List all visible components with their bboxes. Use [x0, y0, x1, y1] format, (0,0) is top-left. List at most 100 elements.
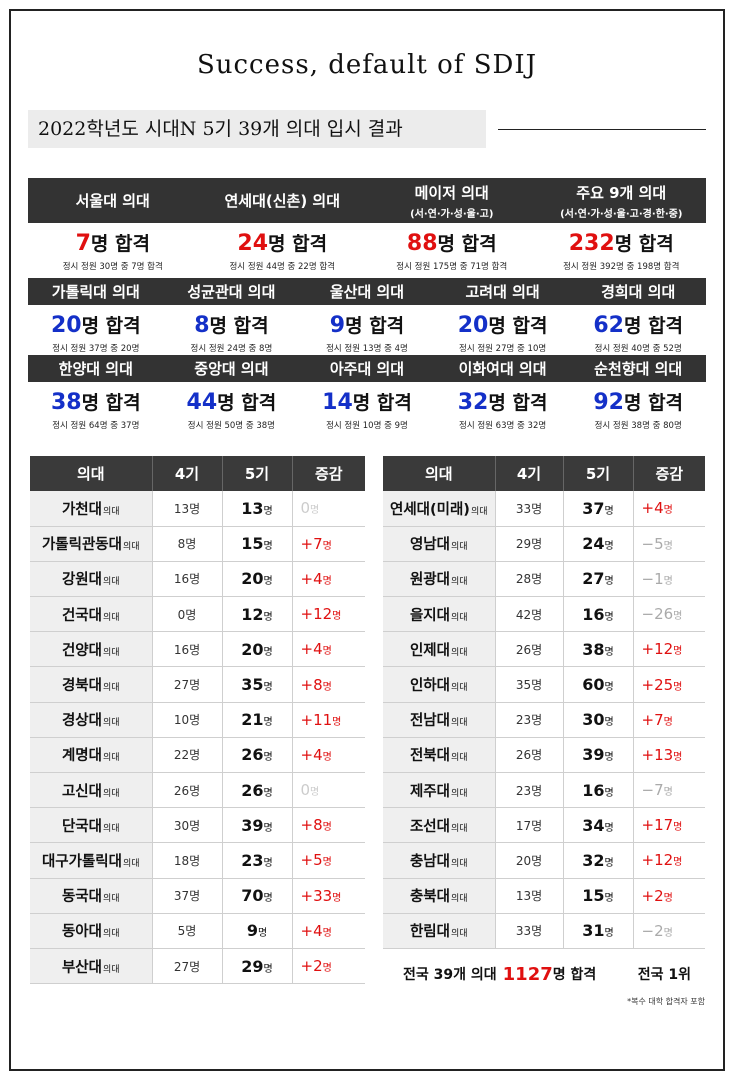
school-suffix: 의대 [122, 542, 140, 553]
summary-cell: 20명 합격 정시 정원 27명 중 10명 [435, 305, 571, 354]
gen5-cell: 39명 [221, 807, 292, 844]
gen5-cell: 20명 [221, 631, 292, 668]
summary-header: 연세대(신촌) 의대 [197, 178, 367, 223]
school-name: 대구가톨릭대 [41, 853, 122, 870]
school-cell: 인하대의대 [383, 666, 495, 703]
school-cell: 건국대의대 [30, 596, 152, 633]
pass-number: 92 [593, 390, 624, 415]
gen5-unit: 명 [263, 822, 273, 834]
change-value: +7 [300, 534, 323, 553]
gen5-cell: 32명 [562, 842, 633, 879]
table-row: 경북대의대 27명 35명 +8명 [30, 666, 365, 703]
change-value: +7 [641, 710, 664, 729]
subtitle-text: 2022학년도 시대N 5기 39개 의대 입시 결과 [28, 110, 486, 148]
gen5-count: 34 [582, 815, 605, 835]
summary-detail: 정시 정원 13명 중 4명 [326, 344, 408, 354]
school-suffix: 의대 [450, 858, 468, 869]
school-cell: 가천대의대 [30, 491, 152, 527]
school-cell: 을지대의대 [383, 596, 495, 633]
gen5-cell: 34명 [562, 807, 633, 844]
pass-number: 32 [457, 390, 489, 415]
gen5-count: 20 [241, 569, 264, 589]
summary-school-name: 서울대 의대 [75, 192, 150, 210]
summary-row-2: 가톨릭대 의대 성균관대 의대 울산대 의대 고려대 의대 경희대 의대 20명 합격 정시… [28, 278, 706, 354]
gen5-unit: 명 [263, 857, 273, 869]
summary-header: 경희대 의대 [570, 278, 706, 305]
gen5-cell: 15명 [221, 526, 292, 562]
school-cell: 원광대의대 [383, 561, 495, 598]
school-suffix: 의대 [450, 823, 468, 834]
school-suffix: 의대 [102, 964, 120, 975]
summary-header: 주요 9개 의대 (서·연·가·성·울·고·경·한·중) [536, 178, 706, 223]
pass-number: 24 [237, 231, 269, 256]
summary-cell: 24명 합격 정시 정원 44명 중 22명 합격 [198, 223, 368, 273]
summary-cell: 9명 합격 정시 정원 13명 중 4명 [299, 305, 435, 354]
table-row: 연세대(미래)의대 33명 37명 +4명 [383, 491, 705, 527]
school-cell: 충남대의대 [383, 842, 495, 879]
gen4-count: 27명 [151, 666, 222, 703]
gen5-count: 38 [582, 639, 605, 659]
summary-cell: 32명 합격 정시 정원 63명 중 32명 [435, 382, 571, 434]
school-name: 을지대 [409, 607, 450, 624]
summary-cell: 14명 합격 정시 정원 10명 중 9명 [299, 382, 435, 434]
summary-header: 고려대 의대 [434, 278, 571, 305]
pass-unit: 명 합격 [623, 315, 684, 337]
gen4-count: 13명 [494, 878, 563, 914]
school-cell: 동아대의대 [30, 913, 152, 949]
summary-cell: 8명 합격 정시 정원 24명 중 8명 [164, 305, 300, 354]
total-summary: 전국 39개 의대 1127 명 합격 전국 1위 [383, 958, 705, 990]
summary-detail: 정시 정원 63명 중 32명 [459, 421, 547, 431]
change-unit: 명 [310, 505, 320, 517]
summary-header: 아주대 의대 [299, 355, 435, 382]
school-name: 경북대 [61, 678, 102, 695]
gen5-count: 16 [582, 780, 605, 800]
gen4-count: 8명 [151, 526, 222, 562]
gen4-count: 10명 [151, 702, 222, 738]
gen5-cell: 15명 [562, 878, 633, 914]
summary-pass-count: 92명 합격 [570, 388, 706, 415]
summary-cell: 62명 합격 정시 정원 40명 중 52명 [570, 305, 706, 354]
summary-cell: 44명 합격 정시 정원 50명 중 38명 [164, 382, 300, 434]
change-cell: −26명 [632, 596, 705, 633]
gen4-count: 23명 [494, 702, 563, 738]
summary-header: 순천향대 의대 [570, 355, 706, 382]
gen5-count: 39 [241, 815, 264, 835]
school-cell: 전북대의대 [383, 737, 495, 774]
change-value: +13 [641, 745, 674, 764]
gen4-count: 27명 [151, 948, 222, 985]
change-value: +12 [300, 605, 333, 624]
gen4-count: 33명 [494, 913, 563, 949]
change-unit: 명 [663, 540, 673, 552]
change-unit: 명 [673, 822, 683, 834]
gen5-count: 35 [241, 675, 264, 695]
change-unit: 명 [322, 857, 332, 869]
school-suffix: 의대 [450, 718, 468, 729]
gen5-count: 24 [582, 534, 605, 554]
change-cell: 0명 [291, 491, 365, 527]
gen5-unit: 명 [604, 541, 614, 553]
gen5-cell: 35명 [221, 666, 292, 703]
gen5-count: 16 [582, 604, 605, 624]
change-unit: 명 [322, 646, 332, 658]
col-header-gen5: 5기 [563, 456, 634, 491]
table-row: 동국대의대 37명 70명 +33명 [30, 878, 365, 914]
summary-detail: 정시 정원 24명 중 8명 [190, 344, 273, 354]
gen5-count: 13 [241, 498, 264, 518]
gen5-cell: 70명 [221, 878, 292, 914]
gen4-count: 16명 [151, 561, 222, 598]
change-cell: +7명 [632, 702, 705, 738]
change-unit: 명 [322, 751, 332, 763]
change-unit: 명 [332, 716, 342, 728]
change-value: +8 [300, 816, 323, 835]
table-row: 고신대의대 26명 26명 0명 [30, 772, 365, 809]
summary-cell: 232명 합격 정시 정원 392명 중 198명 합격 [537, 223, 707, 273]
school-suffix: 의대 [102, 683, 120, 694]
gen5-unit: 명 [263, 787, 273, 799]
pass-unit: 명 합격 [352, 392, 412, 414]
change-value: 0 [300, 499, 311, 518]
gen4-count: 35명 [494, 666, 563, 703]
gen5-count: 27 [582, 569, 605, 589]
gen4-count: 23명 [494, 772, 563, 809]
pass-number: 232 [568, 231, 615, 256]
gen5-count: 37 [582, 498, 605, 518]
